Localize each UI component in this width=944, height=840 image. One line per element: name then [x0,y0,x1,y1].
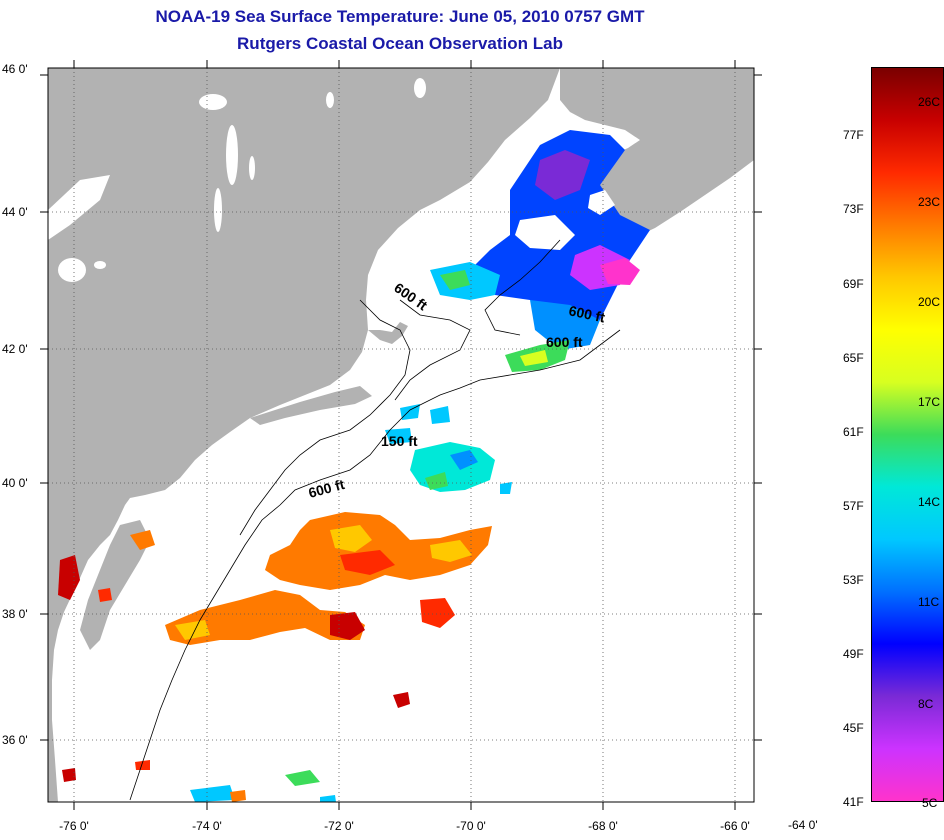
lon-label-68: -68 0' [588,819,618,833]
tick-marks [40,60,762,810]
cb-f-77: 77F [843,128,864,142]
land-long-island [250,386,372,425]
sst-patches [58,130,650,802]
cb-f-57: 57F [843,499,864,513]
lon-label-76: -76 0' [59,819,89,833]
cb-f-69: 69F [843,277,864,291]
cb-f-61: 61F [843,425,864,439]
lat-label-44: 44 0' [2,205,28,219]
cb-f-49: 49F [843,647,864,661]
cb-c-11: 11C [918,595,940,609]
map-frame [47,67,755,803]
cb-c-17: 17C [918,395,941,409]
cb-f-65: 65F [843,351,864,365]
contour-label-3: 600 ft [546,334,583,350]
map-title: NOAA-19 Sea Surface Temperature: June 05… [155,7,645,26]
cb-c-14: 14C [918,495,941,509]
temperature-colorbar [871,67,944,802]
cb-f-73: 73F [843,202,864,216]
land-delmarva [80,520,150,650]
lat-label-36: 36 0' [2,733,28,747]
lon-label-74: -74 0' [192,819,222,833]
graticule [48,68,754,802]
cb-c-20: 20C [918,295,941,309]
lat-label-38: 38 0' [2,607,28,621]
lat-label-42: 42 0' [2,342,28,356]
lon-label-66: -66 0' [720,819,750,833]
map-subtitle: Rutgers Coastal Ocean Observation Lab [237,34,563,53]
land-cape-cod [368,322,408,344]
cb-f-45: 45F [843,721,864,735]
lon-label-70: -70 0' [456,819,486,833]
contour-label-4: 150 ft [381,433,418,449]
land-nova-scotia [560,68,754,235]
cb-c-5: 5C [922,796,938,810]
contour-label-2: 600 ft [567,302,606,325]
cb-f-53: 53F [843,573,864,587]
cb-c-8: 8C [918,697,934,711]
cb-c-26: 26C [918,95,941,109]
lon-label-64: -64 0' [788,818,818,832]
land-mainland [48,68,560,802]
lat-label-46: 46 0' [2,62,28,76]
cb-c-23: 23C [918,195,941,209]
lon-label-72: -72 0' [324,819,354,833]
lakes [48,78,426,282]
cb-f-41: 41F [843,795,864,809]
depth-contours [129,239,621,801]
lat-label-40: 40 0' [2,476,28,490]
